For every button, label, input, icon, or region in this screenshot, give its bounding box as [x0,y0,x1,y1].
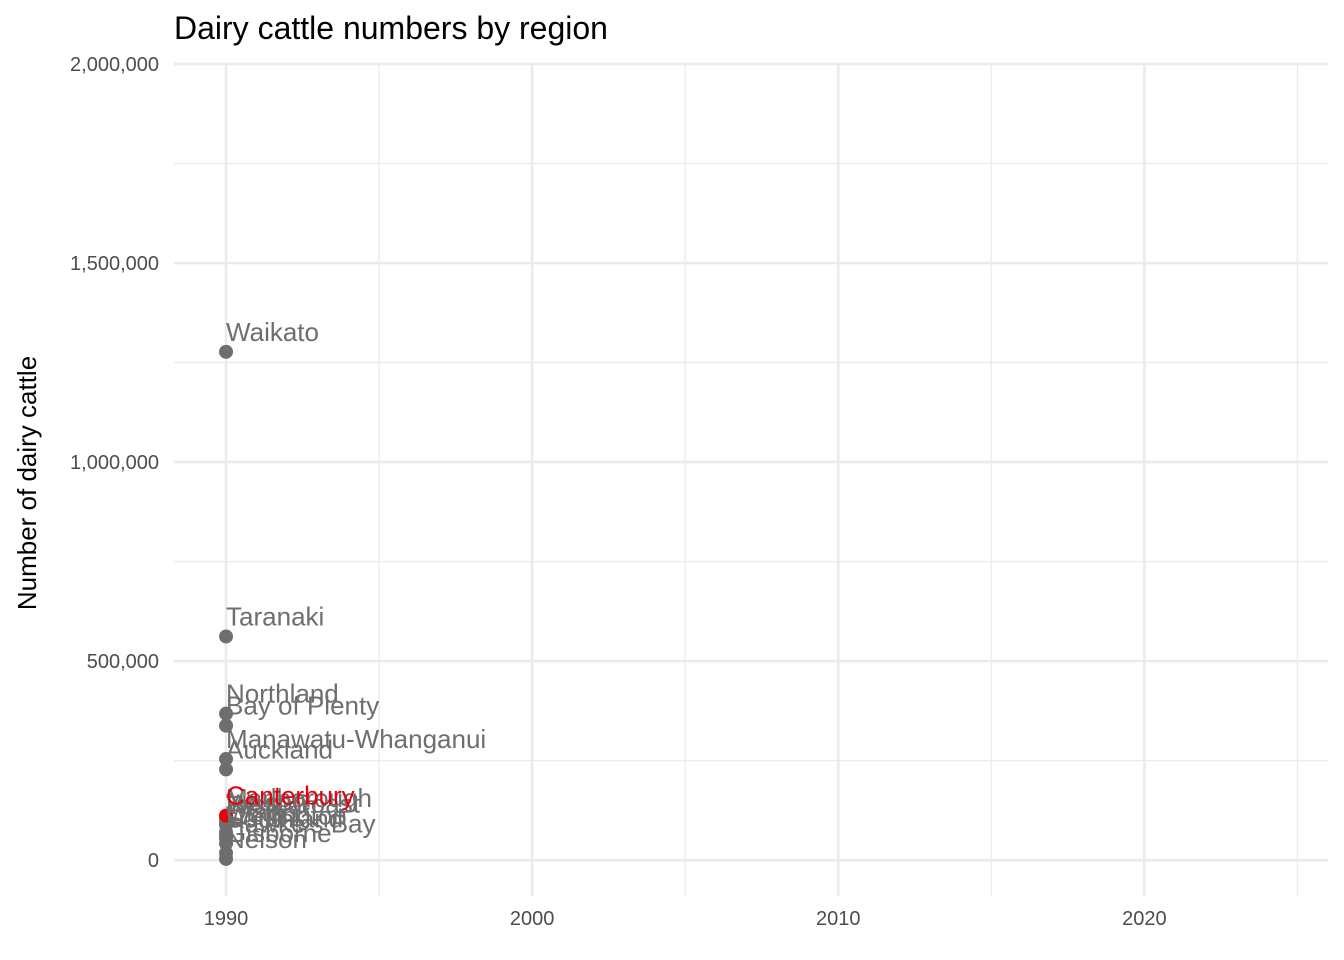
data-label: West Coast [226,789,361,819]
data-label: Tasman [226,790,317,820]
data-point [219,752,234,767]
y-tick-label: 500,000 [87,651,159,673]
x-tick-label: 2010 [816,908,861,930]
data-points [219,344,234,866]
x-tick-label: 2000 [510,908,555,930]
x-tick-label: 1990 [204,908,249,930]
data-label: Manawatu-Whanganui [226,724,486,754]
data-label: Hawke's Bay [226,808,375,838]
y-axis-title: Number of dairy cattle [12,356,42,610]
data-label: Wellington [226,800,347,830]
data-point [219,706,234,721]
y-tick-label: 0 [148,850,159,872]
data-point [219,851,234,866]
data-label: Nelson [226,824,307,854]
data-label: Northland [226,679,339,709]
data-point [219,762,234,777]
data-label: Gisborne [226,818,332,848]
data-label: Canterbury [226,781,355,811]
data-label: Auckland [226,734,333,764]
data-label: Southland [226,803,343,833]
y-axis-ticks: 0 500,000 1,000,000 1,500,000 2,000,000 [70,54,159,872]
data-point [219,718,234,733]
y-tick-label: 2,000,000 [70,54,159,76]
y-tick-label: 1,500,000 [70,253,159,275]
x-axis-ticks: 1990 2000 2010 2020 [204,908,1167,930]
data-label: Taranaki [226,601,324,631]
data-label: Bay of Plenty [226,691,379,721]
data-label: Marlborough [226,783,372,813]
data-label: Otago [226,797,297,827]
data-point [219,808,234,823]
x-tick-label: 2020 [1122,908,1167,930]
grid [174,62,1328,896]
y-tick-label: 1,000,000 [70,452,159,474]
data-label: Nelson [226,787,307,817]
data-point [219,344,234,359]
chart-title: Dairy cattle numbers by region [174,10,608,46]
data-point [219,629,234,644]
data-label: Waikato [226,317,319,347]
